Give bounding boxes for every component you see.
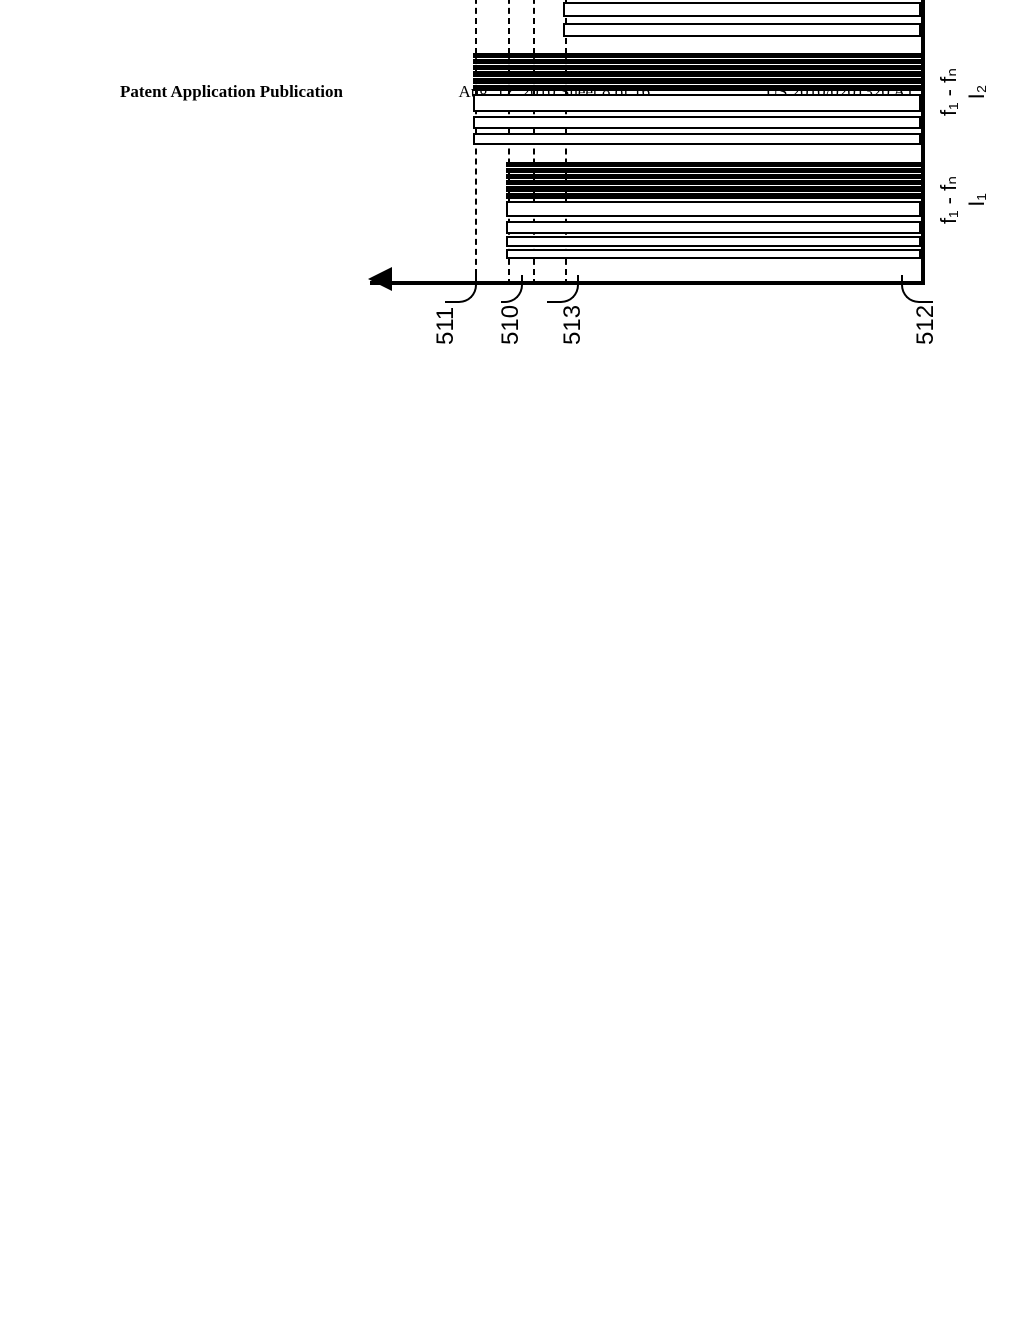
phase1-label: f₁ - fₙ I₁	[935, 155, 990, 245]
bar-p2	[473, 85, 921, 91]
figure-canvas: f₁ - fₙ I₁ f₁ - fₙ I₂ f₁ - fₙ I₃ fₒₚₜ, I…	[0, 120, 1024, 1320]
bar-p1	[506, 249, 921, 259]
p1-i: I₁	[964, 193, 989, 207]
bar-p2	[473, 116, 921, 129]
bar-p3	[563, 23, 921, 37]
p2-i: I₂	[964, 85, 989, 100]
phase2-label: f₁ - fₙ I₂	[935, 47, 990, 137]
ref-511: 511	[432, 307, 460, 345]
bar-p1	[506, 174, 921, 179]
bar-p1	[506, 186, 921, 192]
curve-513	[547, 275, 579, 303]
bar-p1	[506, 236, 921, 247]
ref-510: 510	[497, 305, 525, 345]
bar-p1	[506, 193, 921, 199]
y-arrowhead-icon	[368, 267, 392, 291]
ref-512: 512	[912, 305, 940, 345]
bars	[421, 0, 921, 285]
bar-p2	[473, 71, 921, 77]
bar-p2	[473, 133, 921, 145]
bar-p3	[563, 2, 921, 17]
bar-p2	[473, 65, 921, 70]
curve-510	[501, 275, 523, 303]
p1-freq: f₁ - fₙ	[936, 176, 961, 224]
bar-p2	[473, 78, 921, 84]
x-axis	[921, 0, 925, 285]
curve-511	[445, 275, 477, 303]
p2-freq: f₁ - fₙ	[936, 68, 961, 116]
bar-p1	[506, 201, 921, 217]
bar-p2	[473, 94, 921, 112]
bar-p1	[506, 168, 921, 173]
bar-p1	[506, 221, 921, 234]
ref-513: 513	[559, 305, 587, 345]
header-left: Patent Application Publication	[120, 82, 343, 102]
curve-512	[901, 275, 933, 303]
bar-p1	[506, 180, 921, 185]
bar-p2	[473, 53, 921, 58]
phase3-label: f₁ - fₙ I₃	[935, 0, 990, 17]
chart-rotated: f₁ - fₙ I₁ f₁ - fₙ I₂ f₁ - fₙ I₃ fₒₚₜ, I…	[365, 0, 925, 285]
bar-p1	[506, 162, 921, 167]
bar-p2	[473, 59, 921, 64]
